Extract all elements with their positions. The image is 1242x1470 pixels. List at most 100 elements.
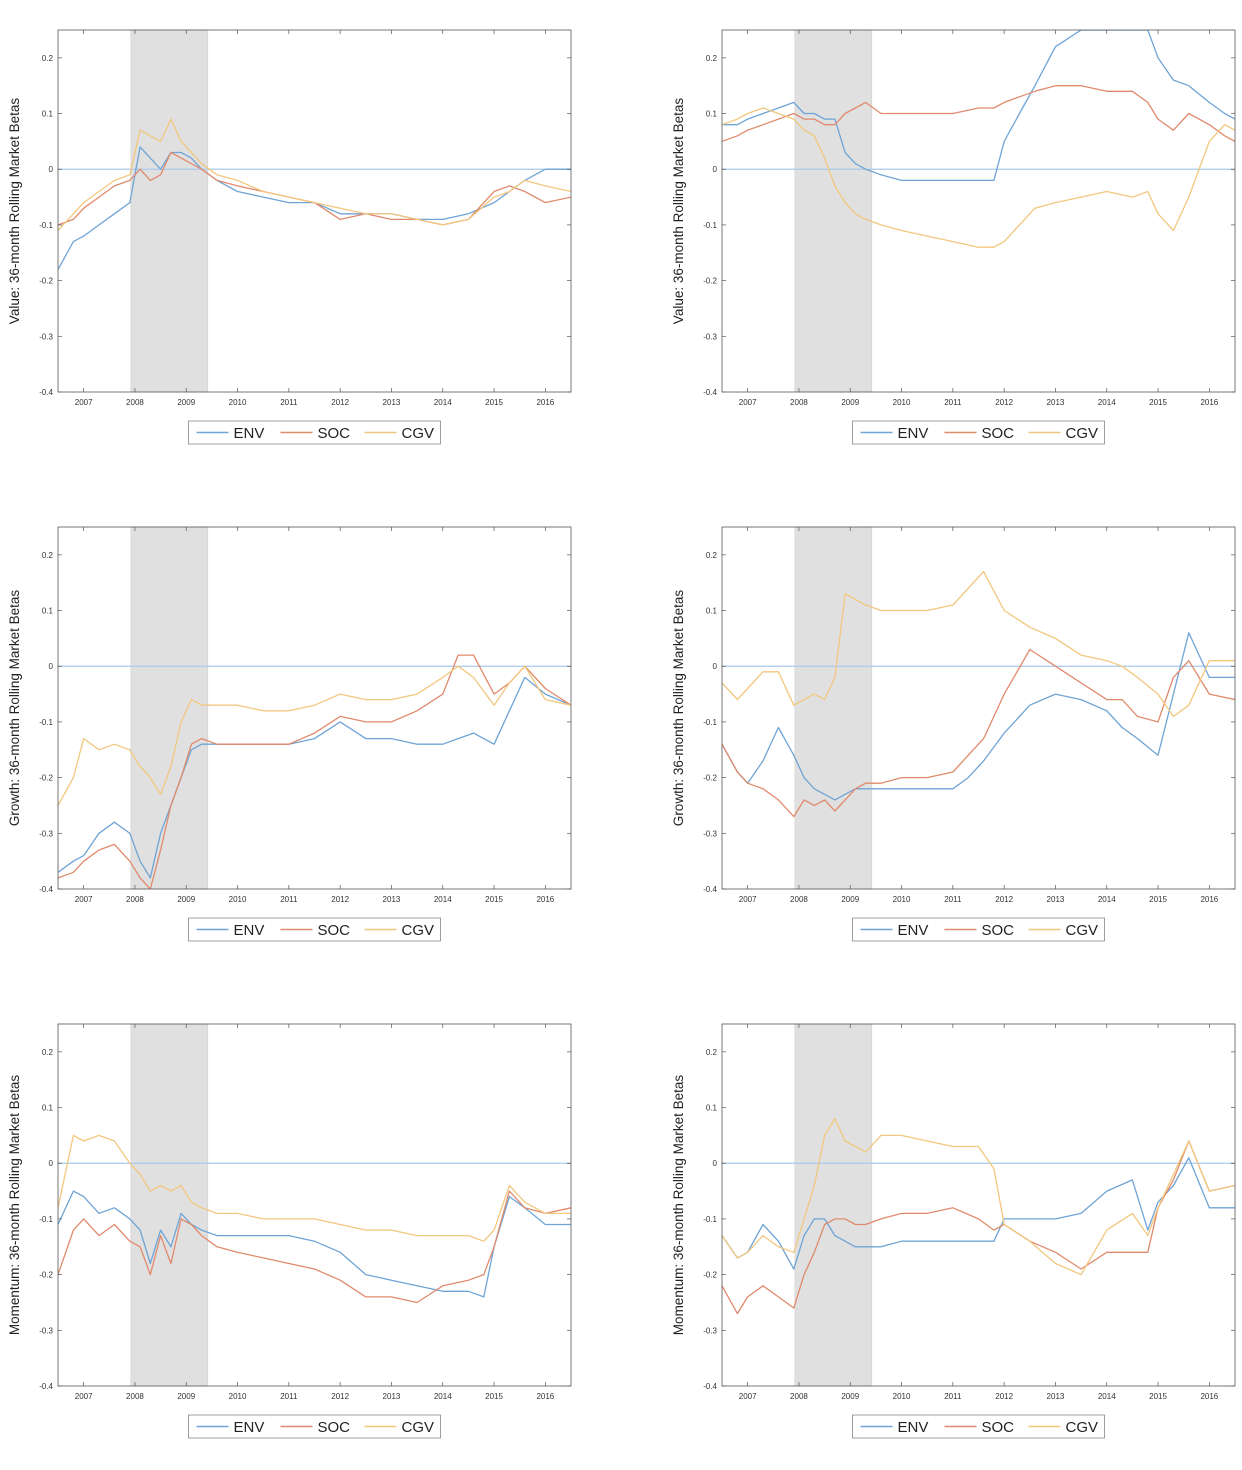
- x-tick-label: 2007: [739, 895, 757, 904]
- y-tick-label: -0.2: [39, 277, 53, 286]
- y-tick-label: 0: [49, 1159, 54, 1168]
- y-tick-label: -0.4: [39, 388, 53, 397]
- x-tick-label: 2012: [995, 1392, 1013, 1401]
- x-tick-label: 2011: [944, 398, 962, 407]
- y-axis-label: Momentum: 36-month Rolling Market Betas: [7, 1075, 22, 1336]
- legend-box: [188, 1414, 441, 1439]
- x-tick-label: 2015: [485, 398, 503, 407]
- legend-label-soc: SOC: [318, 425, 351, 442]
- y-tick-label: -0.1: [39, 221, 53, 230]
- y-tick-label: -0.3: [39, 332, 53, 341]
- series-line-cgv: [722, 570, 1235, 718]
- series-group: [722, 1118, 1235, 1315]
- y-tick-label: 0.1: [706, 110, 718, 119]
- x-tick-label: 2012: [331, 1392, 349, 1401]
- axes-frame: [721, 526, 1236, 890]
- x-tick-label: 2009: [177, 895, 195, 904]
- legend-label-env: ENV: [234, 425, 265, 442]
- series-group: [58, 118, 571, 270]
- y-tick-label: -0.4: [703, 1382, 717, 1391]
- legend-label-env: ENV: [234, 1419, 265, 1436]
- y-tick-label: -0.3: [39, 1326, 53, 1335]
- series-group: [58, 654, 571, 889]
- y-axis-label: Momentum: 36-month Rolling Market Betas: [671, 1075, 686, 1336]
- recession-shade: [130, 1023, 209, 1387]
- y-tick-label: 0: [713, 165, 718, 174]
- x-tick-label: 2012: [995, 398, 1013, 407]
- x-tick-label: 2007: [739, 398, 757, 407]
- x-tick-label: 2013: [383, 895, 401, 904]
- x-tick-label: 2009: [841, 398, 859, 407]
- x-tick-label: 2015: [485, 895, 503, 904]
- legend: ENV SOC CGV: [188, 1414, 441, 1439]
- axes-frame: [57, 1023, 572, 1387]
- x-tick-label: 2008: [126, 895, 144, 904]
- x-tick-label: 2007: [75, 1392, 93, 1401]
- y-tick-label: 0: [49, 662, 54, 671]
- legend-label-env: ENV: [234, 922, 265, 939]
- legend-label-soc: SOC: [318, 1419, 351, 1436]
- series-line-soc: [722, 85, 1235, 143]
- recession-shade: [794, 29, 873, 393]
- x-tick-label: 2015: [1149, 1392, 1167, 1401]
- y-tick-label: 0.2: [706, 1048, 718, 1057]
- x-tick-label: 2010: [893, 1392, 911, 1401]
- x-tick-label: 2016: [536, 1392, 554, 1401]
- series-line-env: [722, 632, 1235, 801]
- x-tick-label: 2011: [280, 1392, 298, 1401]
- x-tick-label: 2007: [75, 895, 93, 904]
- x-tick-label: 2009: [177, 398, 195, 407]
- x-tick-label: 2016: [536, 398, 554, 407]
- x-tick-label: 2014: [1098, 895, 1116, 904]
- x-tick-label: 2008: [790, 895, 808, 904]
- x-tick-label: 2013: [1047, 895, 1065, 904]
- legend-label-cgv: CGV: [1066, 922, 1099, 939]
- legend-label-cgv: CGV: [1066, 425, 1099, 442]
- series-group: [58, 1134, 571, 1304]
- y-tick-label: 0.2: [42, 54, 54, 63]
- chart-panel-5: -0.4 -0.3 -0.2 -0.1 0 0.1 0.2 2007 2008 2009 2010 2…: [7, 1023, 572, 1439]
- legend-box: [188, 420, 441, 445]
- recession-shade: [130, 526, 209, 890]
- series-line-soc: [58, 151, 571, 226]
- y-tick-label: -0.2: [703, 774, 717, 783]
- x-tick-label: 2011: [944, 895, 962, 904]
- axes-frame: [721, 29, 1236, 393]
- legend-label-cgv: CGV: [1066, 1419, 1099, 1436]
- x-tick-label: 2016: [1200, 398, 1218, 407]
- series-line-soc: [722, 1140, 1235, 1315]
- y-tick-label: 0.1: [42, 110, 54, 119]
- series-line-env: [58, 1190, 571, 1298]
- x-tick-label: 2015: [485, 1392, 503, 1401]
- x-tick-label: 2011: [280, 895, 298, 904]
- series-line-soc: [58, 1190, 571, 1304]
- y-tick-label: 0.1: [706, 607, 718, 616]
- legend: ENV SOC CGV: [188, 917, 441, 942]
- x-tick-label: 2015: [1149, 398, 1167, 407]
- x-tick-label: 2010: [229, 1392, 247, 1401]
- x-tick-label: 2008: [126, 398, 144, 407]
- legend-box: [188, 917, 441, 942]
- axes-frame: [57, 526, 572, 890]
- y-tick-label: -0.1: [39, 1215, 53, 1224]
- y-axis-label: Growth: 36-month Rolling Market Betas: [671, 590, 686, 827]
- x-tick-label: 2007: [739, 1392, 757, 1401]
- chart-panel-3: -0.4 -0.3 -0.2 -0.1 0 0.1 0.2 2007 2008 2009 2010 2…: [7, 526, 572, 942]
- x-tick-label: 2010: [893, 398, 911, 407]
- legend-label-soc: SOC: [982, 425, 1015, 442]
- y-tick-label: 0: [713, 1159, 718, 1168]
- legend: ENV SOC CGV: [188, 420, 441, 445]
- x-tick-label: 2009: [177, 1392, 195, 1401]
- x-tick-label: 2014: [434, 398, 452, 407]
- recession-shade: [130, 29, 209, 393]
- legend-label-soc: SOC: [982, 922, 1015, 939]
- legend-label-env: ENV: [898, 1419, 929, 1436]
- y-tick-label: -0.2: [703, 1271, 717, 1280]
- y-tick-label: -0.3: [39, 829, 53, 838]
- recession-shade: [794, 1023, 873, 1387]
- x-tick-label: 2010: [229, 398, 247, 407]
- y-axis-label: Value: 36-month Rolling Market Betas: [7, 98, 22, 325]
- axes-frame: [57, 29, 572, 393]
- legend-box: [852, 1414, 1105, 1439]
